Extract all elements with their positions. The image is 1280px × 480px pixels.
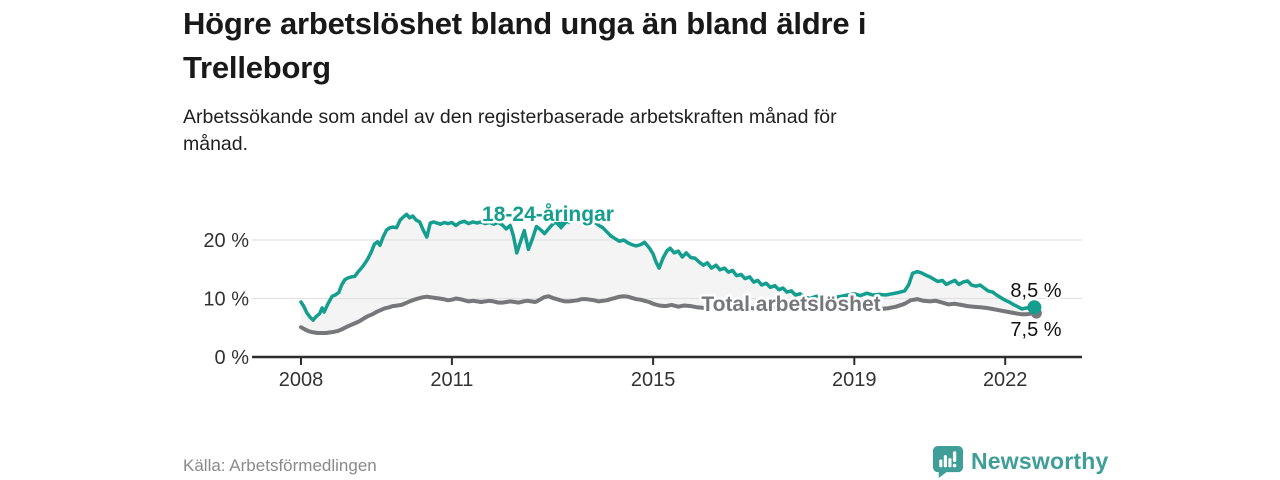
total-end-value-label: 7,5 % (1010, 319, 1061, 341)
area-between-series (301, 214, 1035, 333)
axis-tick-labels: 2008 2011 2015 2019 2022 0 % 10 % 20 % (203, 230, 1027, 391)
youth-series-label: 18-24-åringar (482, 203, 614, 226)
newsworthy-logo-text: Newsworthy (971, 447, 1109, 474)
chart-subtitle: Arbetssökande som andel av den registerb… (183, 106, 837, 155)
total-series-label: Total arbetslöshet (701, 293, 880, 316)
youth-end-value-label: 8,5 % (1010, 280, 1061, 302)
x-axis-label: 2015 (631, 369, 676, 391)
series-lines (299, 212, 1042, 335)
y-axis-label: 0 % (215, 347, 250, 369)
x-axis-label: 2008 (279, 369, 324, 391)
newsworthy-logo[interactable]: Newsworthy (931, 444, 1108, 478)
x-axis-label: 2019 (832, 369, 877, 391)
series-annotations: 18-24-åringar Total arbetslöshet 8,5 % 7… (480, 201, 1065, 344)
youth-line (299, 212, 1037, 322)
total-line (299, 294, 1037, 335)
youth-end-dot (1027, 300, 1042, 315)
x-axis-label: 2022 (983, 369, 1028, 391)
band-fill-shape (301, 214, 1035, 333)
grid-lines (252, 239, 1082, 300)
y-axis-label: 20 % (203, 230, 249, 252)
page-title: Högre arbetslöshet bland unga än bland ä… (183, 6, 867, 85)
source-note: Källa: Arbetsförmedlingen (183, 456, 377, 475)
newsworthy-chart-bubble-icon (931, 444, 964, 478)
y-axis-label: 10 % (203, 289, 249, 311)
x-axis (252, 355, 1082, 365)
x-axis-label: 2011 (430, 369, 473, 391)
youth-label-arrow-icon (553, 222, 569, 230)
